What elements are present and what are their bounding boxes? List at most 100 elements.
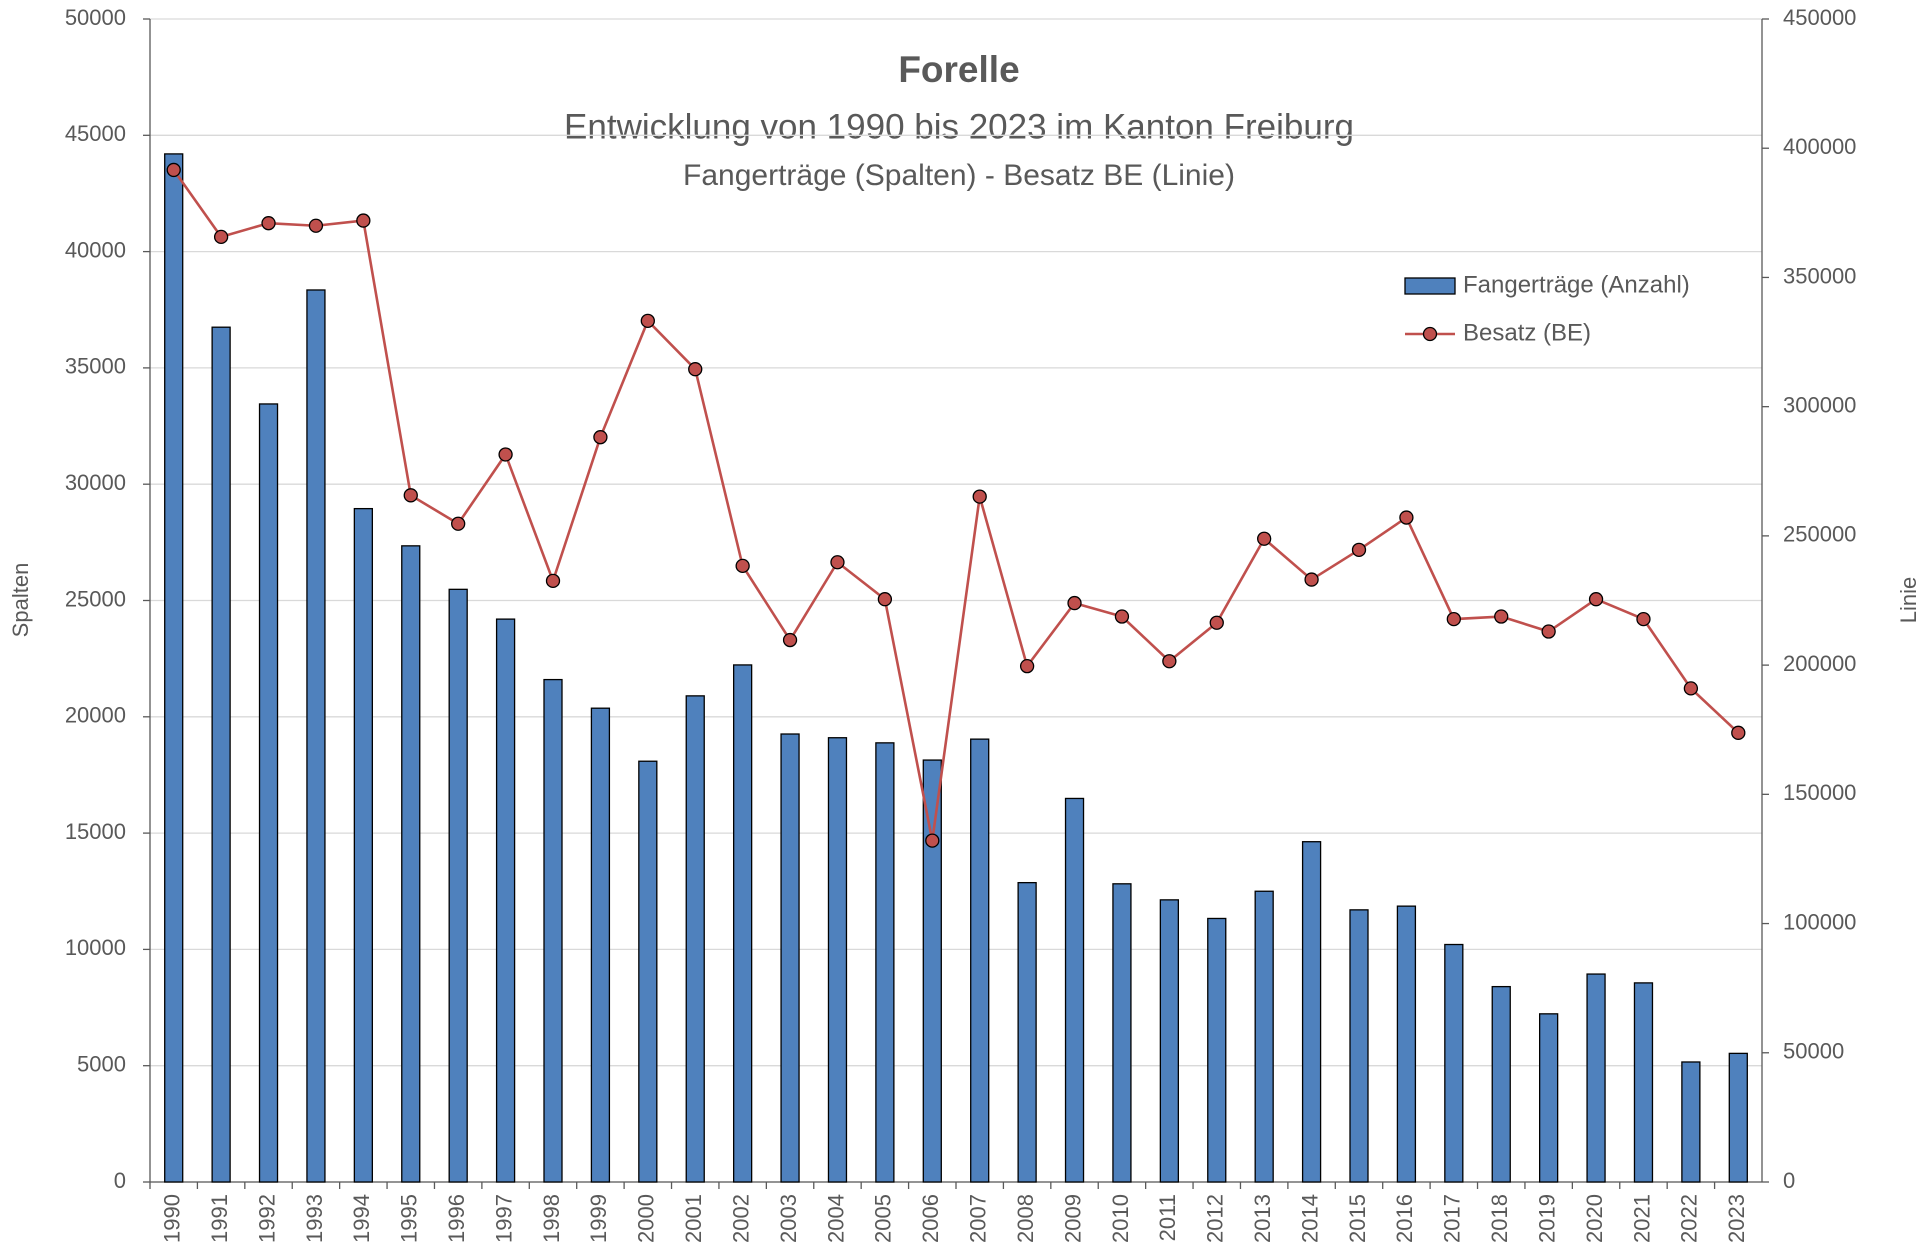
x-tick-label: 1996	[444, 1194, 469, 1243]
y2-tick-label: 300000	[1783, 392, 1856, 417]
bar	[1159, 899, 1180, 1183]
bar	[1538, 1013, 1559, 1183]
x-tick-label: 1998	[539, 1194, 564, 1243]
x-tick-label: 2006	[918, 1194, 943, 1243]
bar	[1444, 943, 1464, 1183]
x-tick-label: 1994	[349, 1194, 374, 1243]
marker	[1351, 542, 1367, 557]
bar	[1396, 905, 1417, 1183]
bar	[1633, 982, 1654, 1183]
x-tick-label: 1995	[397, 1194, 422, 1243]
x-tick-label: 2001	[681, 1194, 706, 1243]
legend-label: Fangerträge (Anzahl)	[1463, 271, 1690, 298]
marker	[498, 447, 513, 462]
bar	[685, 695, 705, 1183]
y2-tick-label: 400000	[1783, 134, 1856, 159]
y-tick-label: 15000	[65, 819, 126, 844]
bar	[970, 738, 990, 1183]
bar	[638, 760, 658, 1183]
marker	[261, 216, 276, 231]
x-tick-label: 2013	[1250, 1194, 1275, 1243]
y-tick-label: 30000	[65, 470, 126, 495]
legend-label: Besatz (BE)	[1463, 319, 1591, 346]
marker	[593, 430, 608, 445]
marker	[972, 489, 987, 504]
bar	[448, 588, 468, 1183]
x-tick-label: 1991	[207, 1194, 232, 1243]
bar	[780, 733, 800, 1183]
x-tick-label: 2014	[1297, 1194, 1322, 1243]
marker	[403, 488, 418, 503]
marker	[545, 573, 561, 589]
marker	[1683, 681, 1699, 696]
x-tick-label: 2017	[1440, 1194, 1465, 1243]
x-tick-label: 2015	[1345, 1194, 1370, 1243]
bar	[401, 545, 421, 1183]
bar	[1301, 841, 1322, 1183]
y2-tick-label: 0	[1783, 1168, 1795, 1193]
x-tick-label: 1997	[491, 1194, 516, 1243]
marker	[1114, 609, 1130, 624]
chart-title: Forelle	[898, 49, 1019, 90]
x-tick-label: 2020	[1582, 1194, 1607, 1243]
bar	[211, 326, 231, 1183]
x-tick-label: 1993	[302, 1194, 327, 1243]
marker	[1209, 615, 1224, 630]
x-tick-label: 2022	[1677, 1194, 1702, 1243]
bar	[1254, 890, 1274, 1183]
y2-tick-label: 100000	[1783, 909, 1856, 934]
y-tick-label: 50000	[65, 5, 126, 30]
marker	[1731, 725, 1746, 740]
marker	[1067, 595, 1082, 611]
y-tick-label: 45000	[65, 121, 126, 146]
y2-tick-label: 150000	[1783, 780, 1856, 805]
marker	[925, 833, 940, 848]
y-tick-label: 0	[114, 1168, 126, 1193]
y-tick-label: 10000	[65, 935, 126, 960]
marker	[782, 632, 798, 648]
x-tick-label: 2000	[634, 1194, 659, 1243]
bar	[543, 678, 563, 1183]
marker	[1446, 611, 1461, 627]
bar	[258, 403, 279, 1183]
line	[172, 169, 1740, 841]
bar	[1112, 883, 1132, 1183]
y-axis-label: Spalten	[8, 563, 33, 638]
x-tick-label: 2023	[1724, 1194, 1749, 1243]
bar	[590, 707, 611, 1183]
bar	[1017, 881, 1037, 1183]
x-tick-label: 2011	[1155, 1194, 1180, 1241]
x-tick-label: 2018	[1487, 1194, 1512, 1243]
x-tick-label: 2005	[871, 1194, 896, 1243]
bar	[1728, 1052, 1748, 1183]
x-tick-label: 2009	[1060, 1194, 1085, 1243]
bar	[495, 618, 516, 1183]
bar	[1064, 797, 1085, 1183]
marker	[1304, 572, 1319, 587]
marker	[1399, 510, 1414, 525]
marker	[1162, 654, 1177, 669]
bar	[1681, 1061, 1701, 1183]
marker	[1494, 609, 1509, 624]
bar	[1491, 985, 1511, 1183]
marker	[308, 218, 324, 233]
y2-tick-label: 250000	[1783, 522, 1856, 547]
x-tick-label: 2002	[728, 1194, 753, 1243]
marker	[1257, 531, 1272, 546]
x-tick-label: 2016	[1392, 1194, 1417, 1243]
bar	[1207, 917, 1227, 1183]
bar	[353, 507, 374, 1183]
y-tick-label: 5000	[77, 1052, 126, 1077]
bar	[306, 289, 326, 1183]
y2-tick-label: 200000	[1783, 651, 1856, 676]
marker	[356, 213, 371, 228]
y-tick-label: 25000	[65, 586, 126, 611]
x-tick-label: 1999	[586, 1194, 611, 1243]
bar	[1349, 909, 1369, 1183]
marker	[166, 162, 181, 178]
y-tick-label: 20000	[65, 703, 126, 728]
marker	[877, 592, 893, 607]
x-tick-label: 1992	[254, 1194, 279, 1243]
marker	[640, 313, 655, 329]
